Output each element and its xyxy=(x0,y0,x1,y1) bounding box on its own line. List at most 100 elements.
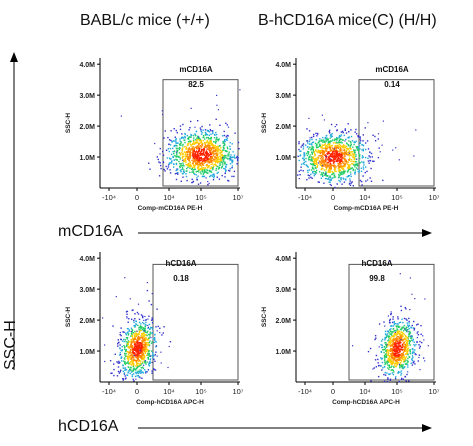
event-dot xyxy=(123,357,126,359)
event-dot xyxy=(359,138,362,140)
event-dot xyxy=(189,152,191,154)
event-dot xyxy=(341,162,344,164)
event-dot xyxy=(197,137,199,139)
event-dot xyxy=(404,328,406,330)
event-dot xyxy=(185,156,187,158)
event-dot xyxy=(179,152,182,155)
event-dot xyxy=(364,171,366,174)
y-tick-label: 2.0M xyxy=(275,318,291,325)
event-dot xyxy=(217,168,220,170)
event-dot xyxy=(329,165,331,168)
event-dot xyxy=(176,156,178,158)
event-dot xyxy=(181,133,183,135)
event-dot xyxy=(346,162,348,164)
event-dot xyxy=(322,161,324,163)
event-dot xyxy=(342,131,344,134)
event-dot xyxy=(192,155,194,157)
event-dot xyxy=(198,150,200,152)
event-dot xyxy=(183,165,185,167)
event-dot xyxy=(410,362,412,364)
event-dot xyxy=(192,153,194,155)
event-dot xyxy=(412,356,414,359)
event-dot xyxy=(369,177,371,179)
event-dot xyxy=(203,172,205,175)
event-dot xyxy=(145,363,147,365)
event-dot xyxy=(327,159,329,161)
event-dot xyxy=(129,354,132,357)
event-dot xyxy=(329,145,331,147)
event-dot xyxy=(315,172,318,174)
event-dot xyxy=(214,156,216,158)
event-dot xyxy=(377,133,380,135)
event-dot xyxy=(186,155,188,157)
event-dot xyxy=(163,168,165,171)
event-dot xyxy=(229,159,231,161)
event-dot xyxy=(212,150,214,152)
event-dot xyxy=(394,334,396,336)
event-dot xyxy=(334,165,336,167)
event-dot xyxy=(124,367,127,369)
event-dot xyxy=(131,371,133,373)
event-dot xyxy=(393,354,396,356)
event-dot xyxy=(225,138,227,141)
event-dot xyxy=(308,140,311,143)
event-dot xyxy=(178,160,180,163)
event-dot xyxy=(216,104,218,106)
event-dot xyxy=(190,145,192,147)
event-dot xyxy=(208,155,210,157)
event-dot xyxy=(357,135,359,138)
event-dot xyxy=(354,131,356,133)
event-dot xyxy=(138,360,140,362)
event-dot xyxy=(224,156,227,159)
event-dot xyxy=(210,155,212,158)
event-dot xyxy=(336,160,339,162)
event-dot xyxy=(139,326,141,328)
event-dot xyxy=(330,163,332,165)
event-dot xyxy=(311,153,314,155)
event-dot xyxy=(399,359,402,361)
event-dot xyxy=(185,170,188,172)
event-dot xyxy=(313,170,315,173)
event-dot xyxy=(193,172,195,175)
event-dot xyxy=(195,130,198,133)
event-dot xyxy=(384,359,386,362)
event-dot xyxy=(389,341,391,343)
event-dot xyxy=(164,170,166,172)
event-dot xyxy=(398,342,401,344)
event-dot xyxy=(204,138,206,140)
event-dot xyxy=(136,351,139,353)
event-dot xyxy=(138,331,141,334)
event-dot xyxy=(198,139,200,141)
event-dot xyxy=(390,311,392,313)
event-dot xyxy=(402,345,404,347)
event-dot xyxy=(219,155,221,157)
x-tick-label: 10⁴ xyxy=(359,193,371,202)
event-dot xyxy=(220,159,223,161)
event-dot xyxy=(149,361,151,363)
event-dot xyxy=(187,158,190,161)
event-dot xyxy=(319,152,321,154)
event-dot xyxy=(345,138,347,141)
event-dot xyxy=(198,146,200,148)
event-dot xyxy=(398,355,400,357)
event-dot xyxy=(126,316,128,318)
event-dot xyxy=(358,158,361,160)
event-dot xyxy=(400,359,403,361)
event-dot xyxy=(318,171,321,173)
event-dot xyxy=(121,346,123,348)
event-dot xyxy=(355,140,357,142)
event-dot xyxy=(133,349,135,351)
event-dot xyxy=(166,168,169,170)
event-dot xyxy=(337,163,339,165)
event-dot xyxy=(124,361,126,363)
event-dot xyxy=(189,149,192,151)
event-dot xyxy=(104,344,106,346)
event-dot xyxy=(393,358,396,360)
event-dot xyxy=(404,345,406,347)
event-dot xyxy=(326,146,329,148)
event-dot xyxy=(313,158,315,160)
event-dot xyxy=(135,333,137,336)
event-dot xyxy=(142,321,144,324)
event-dot xyxy=(343,144,345,146)
event-dot xyxy=(132,365,135,368)
